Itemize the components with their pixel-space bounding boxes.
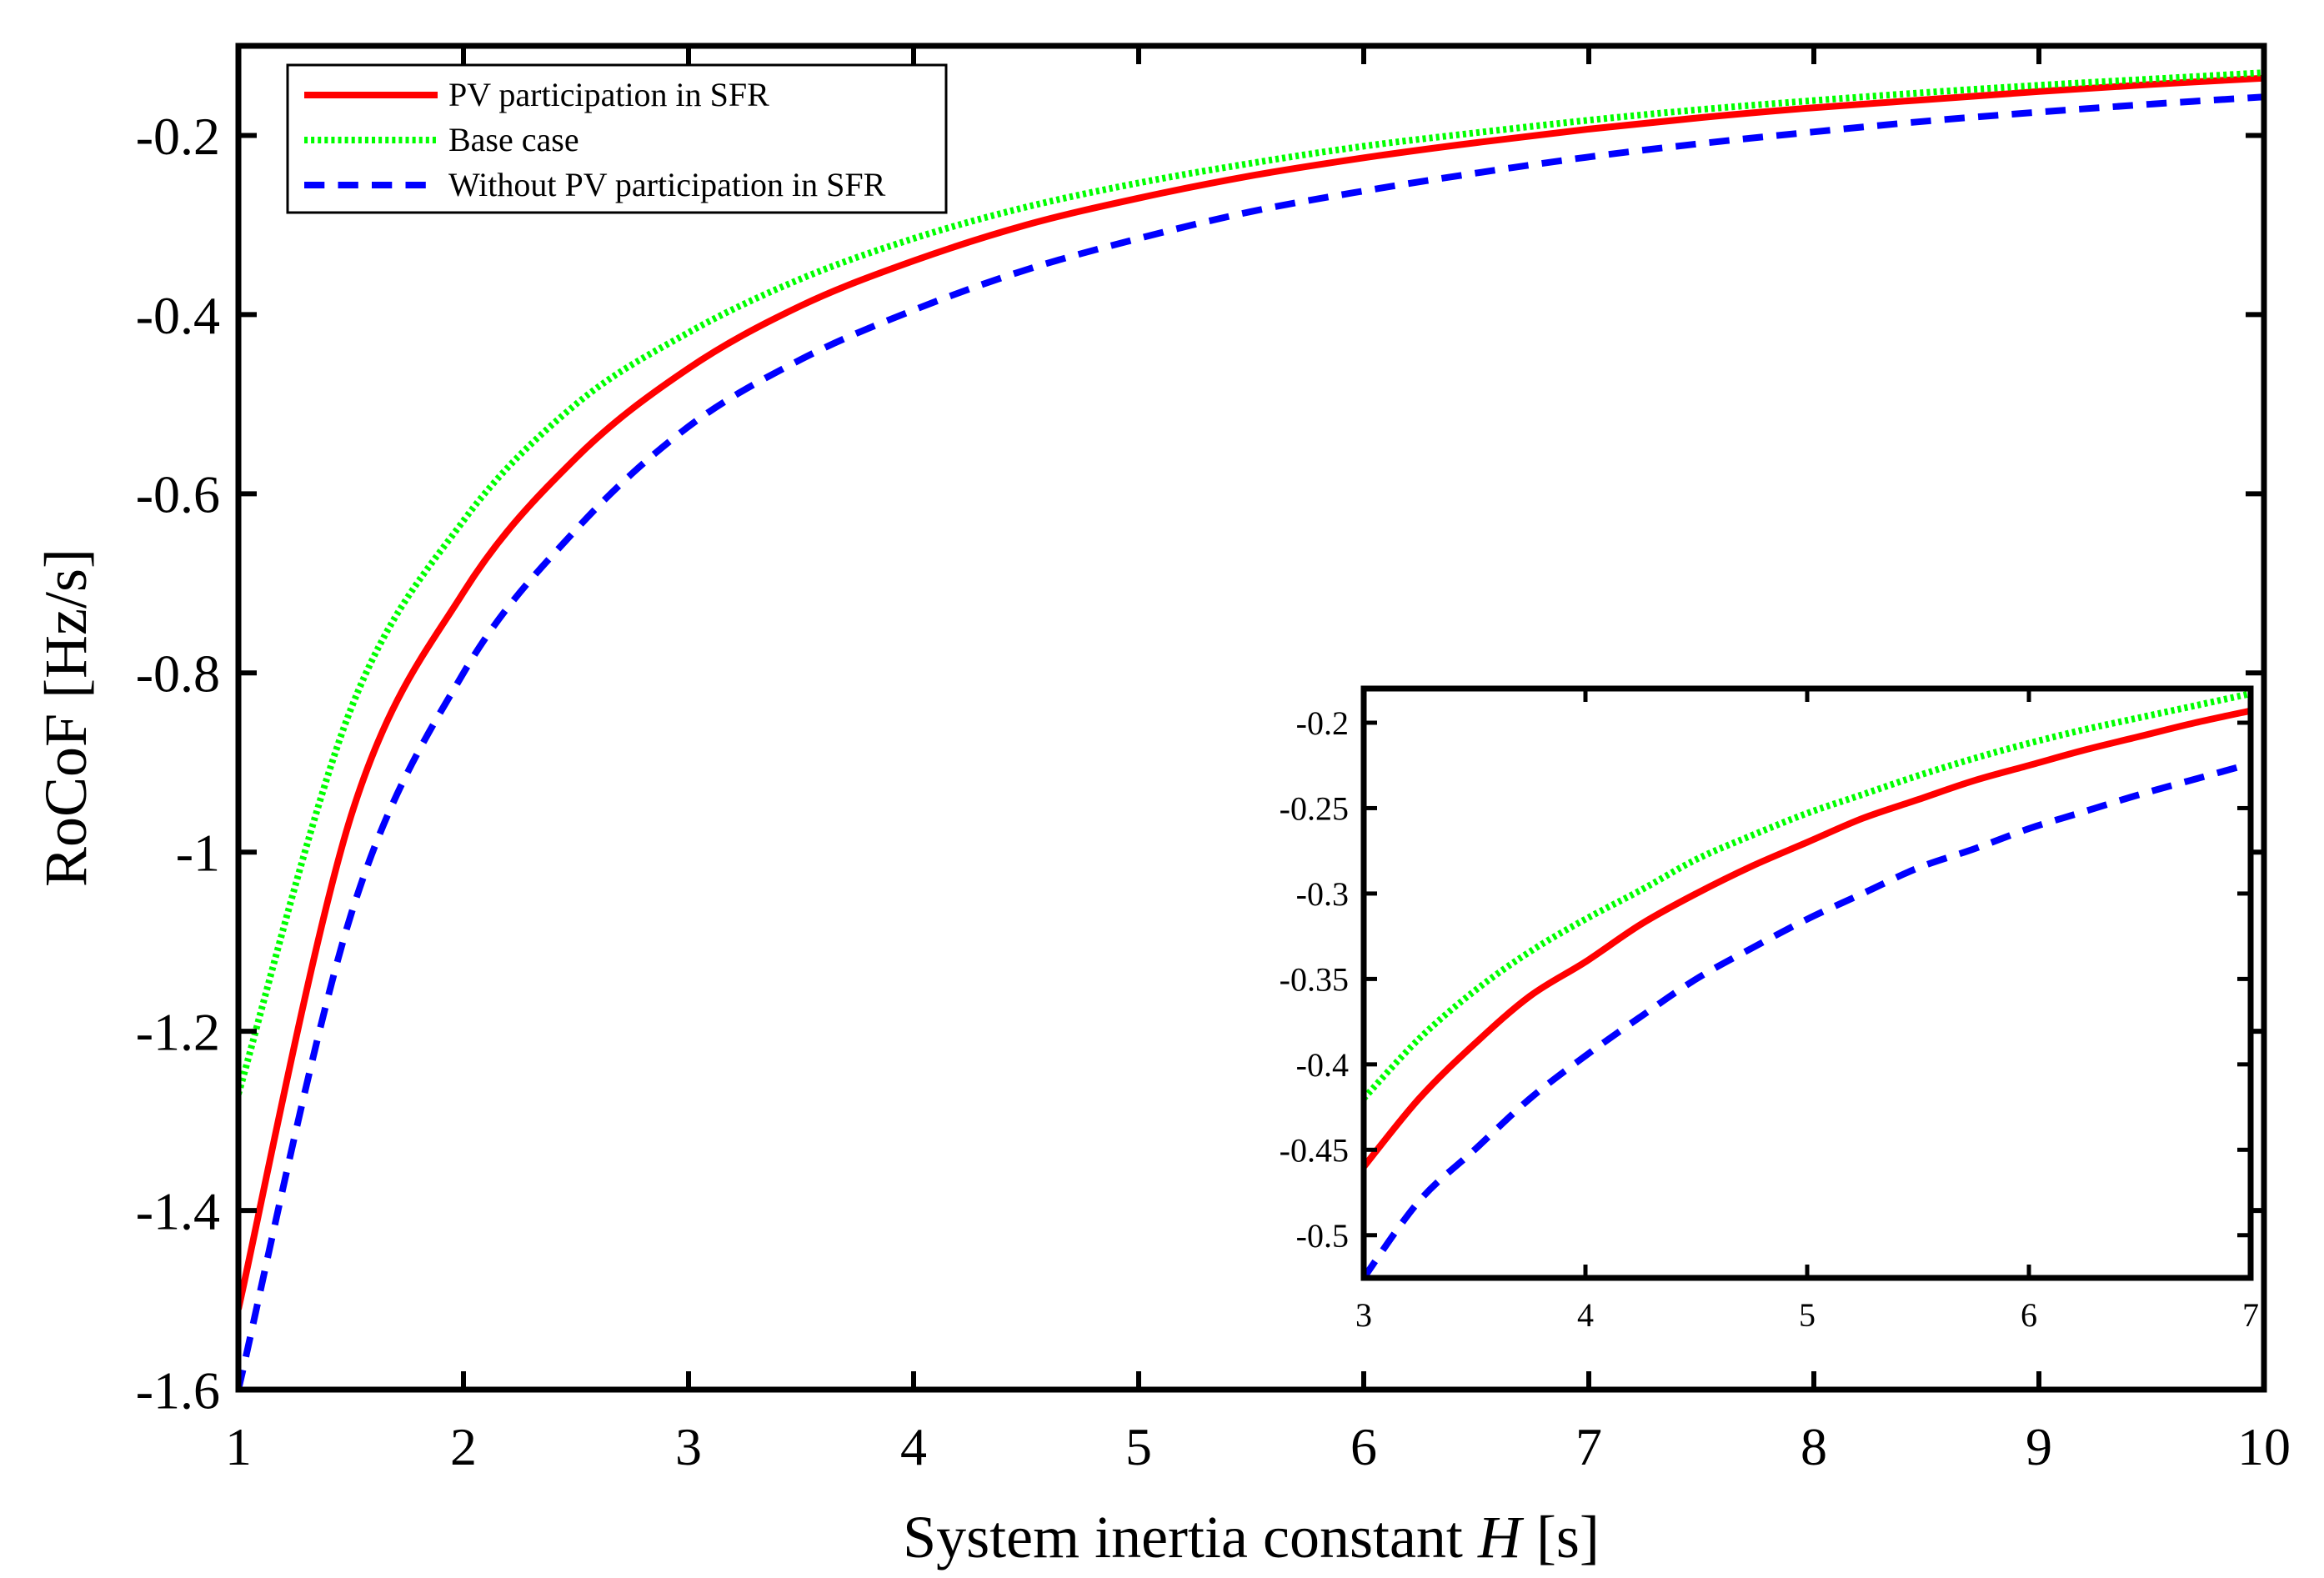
legend: PV participation in SFR Base case Without … — [286, 63, 948, 214]
main-y-tick-label: -1.2 — [136, 1003, 220, 1062]
inset-x-tick-label: 3 — [1355, 1296, 1372, 1334]
inset-y-tick-label: -0.45 — [1280, 1131, 1349, 1169]
main-x-tick-label: 1 — [225, 1417, 252, 1476]
inset-series-lines — [1364, 690, 2251, 1278]
inset-x-tick-label: 5 — [1799, 1296, 1816, 1334]
main-x-tick-label: 8 — [1801, 1417, 1827, 1476]
x-axis-label-prefix: System inertia constant — [903, 1504, 1478, 1570]
inset-y-tick-label: -0.3 — [1296, 875, 1349, 913]
inset-y-tick-label: -0.4 — [1296, 1046, 1349, 1084]
inset-y-tick-label: -0.35 — [1280, 960, 1349, 998]
main-x-tick-label: 9 — [2026, 1417, 2052, 1476]
main-y-axis-label: RoCoF [Hz/s] — [33, 549, 99, 887]
legend-label-1: PV participation in SFR — [448, 76, 769, 113]
main-x-tick-label: 10 — [2237, 1417, 2291, 1476]
inset-x-tick-label: 4 — [1577, 1296, 1594, 1334]
inset-series-line-3 — [1364, 760, 2251, 1278]
main-y-tick-label: -1.6 — [136, 1360, 220, 1420]
main-x-tick-label: 7 — [1575, 1417, 1602, 1476]
x-axis-label-suffix: [s] — [1521, 1504, 1600, 1570]
main-series-line-2 — [238, 69, 2264, 1095]
inset-axis-ticks: 3 4 5 6 7 -0.5 -0.45 -0.4 -0.35 -0.3 -0.25 -0.2 — [1280, 689, 2259, 1334]
main-y-tick-label: -1.4 — [136, 1181, 220, 1240]
legend-entries: PV participation in SFR Base case Without … — [304, 76, 886, 203]
main-y-tick-label: -0.2 — [136, 107, 220, 166]
main-x-tick-label: 4 — [900, 1417, 927, 1476]
main-x-tick-label: 3 — [675, 1417, 702, 1476]
inset-x-tick-label: 7 — [2242, 1296, 2259, 1334]
main-x-axis-label: System inertia constant H [s] — [903, 1504, 1600, 1570]
main-x-tick-label: 5 — [1125, 1417, 1152, 1476]
main-plot-frame — [235, 43, 2267, 1393]
inset-y-tick-label: -0.2 — [1296, 704, 1349, 742]
main-x-tick-label: 2 — [450, 1417, 477, 1476]
legend-label-2: Base case — [448, 121, 579, 158]
inset-plot-frame — [1360, 685, 2254, 1281]
x-axis-label-variable: H — [1477, 1504, 1525, 1570]
main-y-tick-label: -0.6 — [136, 465, 220, 524]
inset-y-tick-label: -0.5 — [1296, 1217, 1349, 1255]
legend-label-3: Without PV participation in SFR — [448, 166, 886, 203]
main-y-tick-label: -0.8 — [136, 644, 220, 704]
inset-y-tick-label: -0.25 — [1280, 789, 1349, 827]
main-chart: 1 2 3 4 5 6 7 8 9 10 -1.6 -1.4 -1.2 -1 -0.8 -0.6 -0.4 -0.… — [33, 43, 2291, 1570]
inset-chart: 3 4 5 6 7 -0.5 -0.45 -0.4 -0.35 -0.3 -0.25 -0.2 — [1280, 685, 2259, 1334]
main-x-tick-label: 6 — [1350, 1417, 1377, 1476]
main-axis-ticks: 1 2 3 4 5 6 7 8 9 10 -1.6 -1.4 -1.2 -1 -0.8 -0.6 -0.4 -0.… — [136, 46, 2291, 1476]
main-y-tick-label: -1 — [176, 824, 220, 883]
legend-box — [286, 63, 948, 214]
inset-series-line-1 — [1364, 707, 2251, 1170]
inset-background — [1364, 689, 2251, 1278]
inset-series-line-2 — [1364, 690, 2251, 1101]
main-y-tick-label: -0.4 — [136, 286, 220, 345]
main-series-line-3 — [238, 93, 2264, 1390]
main-series-line-1 — [238, 74, 2264, 1310]
main-series-lines — [238, 69, 2264, 1390]
inset-x-tick-label: 6 — [2021, 1296, 2037, 1334]
